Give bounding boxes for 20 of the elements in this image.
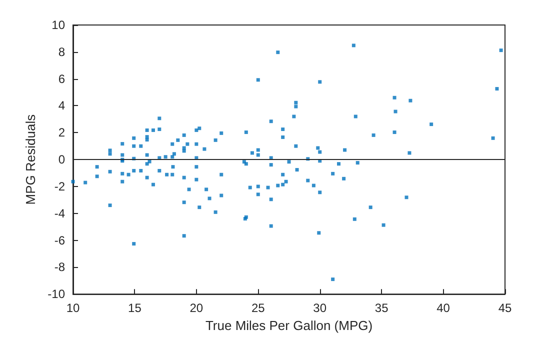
y-tick-label: 4: [58, 98, 66, 113]
y-tick-label: 2: [58, 126, 66, 140]
x-tick-label: 30: [313, 301, 327, 316]
y-tick-label: -4: [54, 206, 66, 220]
y-tick-label: 0: [58, 152, 66, 167]
x-axis-title: True Miles Per Gallon (MPG): [205, 318, 373, 333]
y-axis-title: MPG Residuals: [22, 114, 38, 205]
x-tick-label: 15: [128, 301, 142, 316]
y-tick-label: -10: [48, 287, 66, 302]
x-tick-label: 45: [498, 301, 512, 316]
y-tick-label: 6: [58, 72, 66, 86]
x-tick-label: 20: [190, 301, 204, 316]
y-tick-label: -8: [54, 260, 66, 274]
y-tick-label: -6: [54, 233, 66, 248]
x-tick-label: 40: [436, 301, 450, 316]
x-tick-label: 25: [251, 301, 266, 316]
y-tick-label: -2: [54, 179, 66, 194]
y-tick-label: 8: [58, 44, 66, 59]
y-tick-label: 10: [52, 18, 66, 32]
x-tick-label: 35: [374, 301, 389, 316]
